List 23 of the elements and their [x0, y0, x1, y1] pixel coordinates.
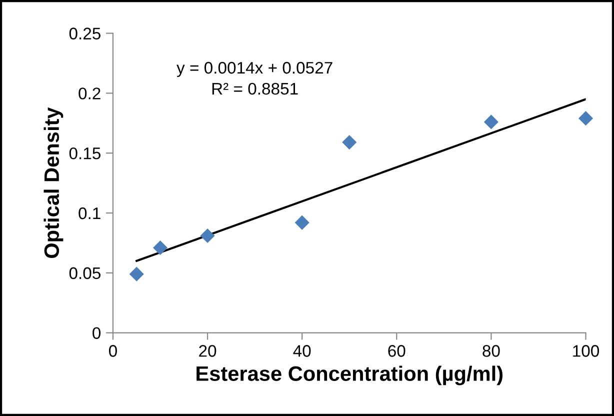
point	[342, 135, 357, 150]
x-tick-label: 60	[388, 345, 406, 357]
x-axis-title: Esterase Concentration (µg/ml)	[196, 366, 503, 386]
point	[484, 114, 498, 130]
y-tick-label: 0	[92, 327, 101, 340]
point	[294, 215, 310, 230]
point	[578, 111, 594, 126]
x-tick-label: 100	[573, 345, 600, 357]
annotation: R² = 0.8851	[212, 82, 298, 95]
y-tick-label: 0.15	[69, 147, 100, 160]
point	[152, 240, 168, 256]
x-tick-label: 20	[199, 345, 216, 357]
annotation: y = 0.0014x + 0.0527	[176, 62, 332, 77]
x-tick-label: 80	[482, 345, 500, 357]
y-axis-title: Optical Density	[44, 107, 64, 258]
y-tick-label: 0.2	[78, 88, 100, 100]
y-tick-label: 0.05	[69, 267, 100, 280]
point	[200, 228, 215, 244]
y-tick-label: 0.25	[69, 28, 100, 40]
point	[129, 266, 144, 282]
y-tick-label: 0.1	[78, 207, 100, 220]
x-tick-label: 40	[293, 345, 311, 357]
x-tick-label: 0	[108, 345, 117, 357]
